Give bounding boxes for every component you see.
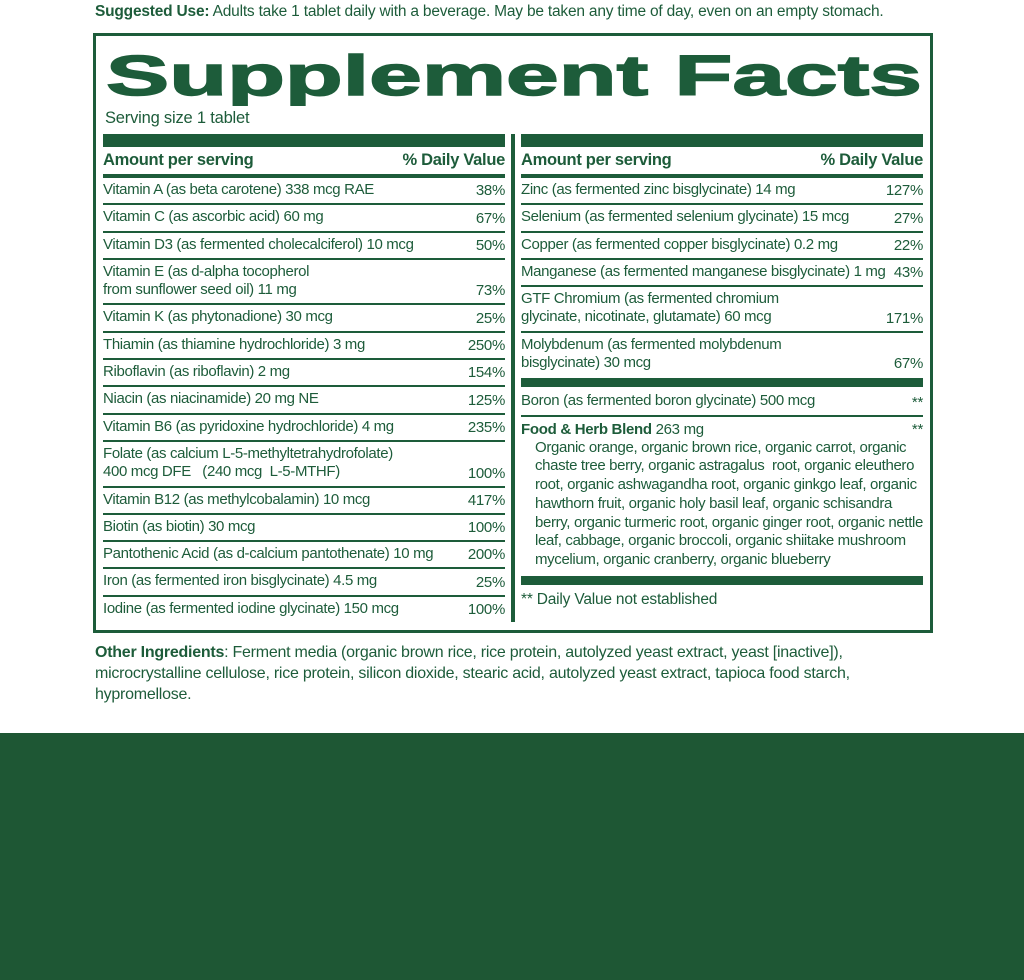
nutrient-name: Vitamin K (as phytonadione) 30 mcg <box>103 308 333 326</box>
nutrient-name: Vitamin B12 (as methylcobalamin) 10 mcg <box>103 490 371 508</box>
nutrient-name: Selenium (as fermented selenium glycinat… <box>521 208 850 226</box>
left-column: Amount per serving % Daily Value Vitamin… <box>103 134 505 622</box>
nutrient-name: Folate (as calcium L-5-methyltetrahydrof… <box>103 444 393 481</box>
right-column: Amount per serving % Daily Value Zinc (a… <box>521 134 923 622</box>
nutrient-daily-value: 200% <box>467 546 505 564</box>
nutrient-row: Vitamin B12 (as methylcobalamin) 10 mcg … <box>103 488 505 515</box>
nutrient-name: Manganese (as fermented manganese bisgly… <box>521 262 886 280</box>
section-separator-bar <box>521 378 923 388</box>
nutrient-name: Riboflavin (as riboflavin) 2 mg <box>103 363 290 381</box>
nutrient-row: Niacin (as niacinamide) 20 mg NE 125% <box>103 387 505 415</box>
nutrient-daily-value: 43% <box>893 264 923 282</box>
column-top-bar <box>521 134 923 147</box>
daily-value-footnote: ** Daily Value not established <box>521 590 718 608</box>
nutrient-name: Vitamin D3 (as fermented cholecalciferol… <box>103 235 414 253</box>
nutrient-daily-value: 235% <box>467 418 505 436</box>
nutrient-name: Iodine (as fermented iodine glycinate) 1… <box>103 599 399 617</box>
blend-amount: 263 mg <box>651 420 705 438</box>
header-daily-value: % Daily Value <box>820 151 924 169</box>
nutrient-daily-value: 67% <box>893 355 923 373</box>
column-divider <box>511 134 515 623</box>
nutrient-row: Pantothenic Acid (as d-calcium pantothen… <box>103 542 505 570</box>
nutrient-row: Vitamin C (as ascorbic acid) 60 mg 67% <box>103 205 505 233</box>
nutrient-row: Vitamin E (as d-alpha tocopherol from su… <box>103 260 505 306</box>
blend-dv: ** <box>911 420 923 438</box>
nutrient-daily-value: 171% <box>885 309 923 327</box>
section-separator-bar <box>521 575 923 585</box>
nutrient-name: Pantothenic Acid (as d-calcium pantothen… <box>103 545 434 563</box>
nutrient-daily-value: 100% <box>467 601 505 619</box>
other-ingredients-label: Other Ingredients <box>95 644 225 661</box>
nutrient-row: Vitamin A (as beta carotene) 338 mcg RAE… <box>103 178 505 206</box>
nutrient-daily-value: 38% <box>475 182 505 200</box>
nutrient-row: Iron (as fermented iron bisglycinate) 4.… <box>103 569 505 597</box>
nutrient-row-boron: Boron (as fermented boron glycinate) 500… <box>521 389 923 417</box>
nutrient-daily-value: 25% <box>475 573 505 591</box>
nutrient-name: GTF Chromium (as fermented chromium glyc… <box>521 290 779 326</box>
suggested-use-text: Adults take 1 tablet daily with a bevera… <box>209 3 884 20</box>
nutrient-daily-value: 25% <box>475 309 505 327</box>
nutrient-daily-value: 50% <box>475 236 505 254</box>
nutrient-daily-value: 125% <box>467 391 505 409</box>
nutrient-daily-value: 250% <box>467 337 505 355</box>
nutrient-daily-value: 100% <box>467 519 505 537</box>
nutrient-daily-value: 100% <box>467 464 505 482</box>
nutrient-row: Molybdenum (as fermented molybdenum bisg… <box>521 333 923 377</box>
header-amount: Amount per serving <box>103 151 254 169</box>
nutrient-row: Manganese (as fermented manganese bisgly… <box>521 260 923 288</box>
nutrient-daily-value: 417% <box>467 491 505 509</box>
nutrient-daily-value: 73% <box>475 282 505 300</box>
nutrient-name: Vitamin B6 (as pyridoxine hydrochloride)… <box>103 417 394 435</box>
nutrient-row: Copper (as fermented copper bisglycinate… <box>521 233 923 260</box>
header-amount: Amount per serving <box>521 151 672 169</box>
header-daily-value: % Daily Value <box>402 151 506 169</box>
nutrient-row: Iodine (as fermented iodine glycinate) 1… <box>103 597 505 622</box>
nutrient-name: Iron (as fermented iron bisglycinate) 4.… <box>103 572 377 590</box>
nutrient-row: Vitamin D3 (as fermented cholecalciferol… <box>103 233 505 260</box>
nutrient-daily-value: 22% <box>893 236 923 254</box>
nutrient-name: Biotin (as biotin) 30 mcg <box>103 517 256 535</box>
nutrient-name: Niacin (as niacinamide) 20 mg NE <box>103 390 319 408</box>
nutrient-row: Folate (as calcium L-5-methyltetrahydrof… <box>103 442 505 488</box>
nutrient-name: Zinc (as fermented zinc bisglycinate) 14… <box>521 181 796 198</box>
nutrient-daily-value: 127% <box>885 182 923 200</box>
nutrient-row: GTF Chromium (as fermented chromium glyc… <box>521 287 923 333</box>
supplement-facts-panel: Supplement Facts Serving size 1 tablet A… <box>93 33 933 633</box>
nutrient-row: Vitamin K (as phytonadione) 30 mcg 25% <box>103 305 505 333</box>
nutrient-name: Thiamin (as thiamine hydrochloride) 3 mg <box>103 335 365 353</box>
column-header: Amount per serving % Daily Value <box>103 147 505 178</box>
nutrient-row: Thiamin (as thiamine hydrochloride) 3 mg… <box>103 333 505 361</box>
nutrient-row: Selenium (as fermented selenium glycinat… <box>521 205 923 233</box>
blend-name: Food & Herb Blend <box>521 420 652 438</box>
other-ingredients: Other Ingredients: Ferment media (organi… <box>95 643 943 705</box>
other-ingredients-text: : Ferment media (organic brown rice, ric… <box>95 644 850 703</box>
food-herb-blend: Food & Herb Blend 263 mg ** Organic oran… <box>521 417 923 574</box>
column-header: Amount per serving % Daily Value <box>521 147 923 178</box>
nutrient-daily-value: 27% <box>893 209 923 227</box>
left-nutrient-rows: Vitamin A (as beta carotene) 338 mcg RAE… <box>103 178 505 622</box>
facts-columns: Amount per serving % Daily Value Vitamin… <box>103 134 923 623</box>
nutrient-name: Vitamin E (as d-alpha tocopherol from su… <box>103 262 310 299</box>
right-nutrient-rows: Zinc (as fermented zinc bisglycinate) 14… <box>521 178 923 376</box>
suggested-use-label: Suggested Use: <box>95 3 210 20</box>
suggested-use: Suggested Use: Adults take 1 tablet dail… <box>95 3 940 21</box>
serving-size: Serving size 1 tablet <box>105 109 250 127</box>
nutrient-name: Vitamin A (as beta carotene) 338 mcg RAE <box>103 181 374 198</box>
nutrient-name: Copper (as fermented copper bisglycinate… <box>521 235 838 253</box>
nutrient-daily-value: 67% <box>475 209 505 227</box>
column-top-bar <box>103 134 505 147</box>
nutrient-row: Biotin (as biotin) 30 mcg 100% <box>103 515 505 543</box>
nutrient-name: Vitamin C (as ascorbic acid) 60 mg <box>103 208 324 226</box>
panel-title: Supplement Facts <box>105 43 922 106</box>
nutrient-row: Riboflavin (as riboflavin) 2 mg 154% <box>103 360 505 388</box>
svg-text:Supplement Facts: Supplement Facts <box>106 44 922 106</box>
certification-band: NON GMO Project VERIFIED nongmoproject.o… <box>0 733 1024 980</box>
blend-ingredients: Organic orange, organic brown rice, orga… <box>535 438 927 569</box>
nutrient-name: Molybdenum (as fermented molybdenum bisg… <box>521 335 782 372</box>
nutrient-row: Zinc (as fermented zinc bisglycinate) 14… <box>521 178 923 206</box>
nutrient-daily-value: 154% <box>467 364 505 382</box>
nutrient-row: Vitamin B6 (as pyridoxine hydrochloride)… <box>103 415 505 442</box>
